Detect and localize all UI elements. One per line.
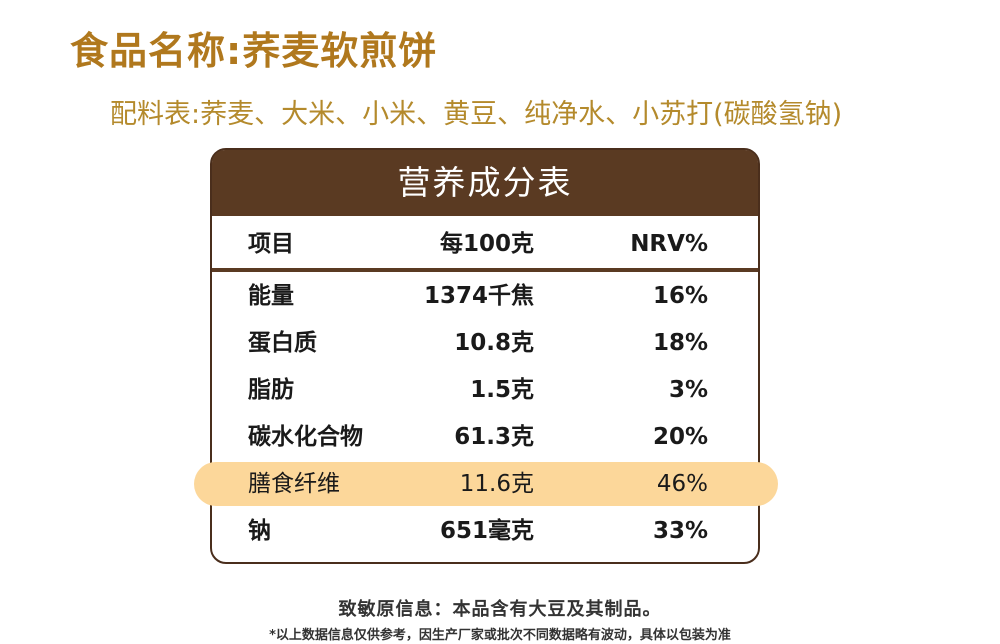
nutrition-table: 营养成分表 项目 每100克 NRV% 能量 1374千焦 16% 蛋白质 10… [194, 148, 778, 564]
nutrient-name: 脂肪 [248, 377, 294, 403]
header-divider [212, 268, 758, 272]
table-row-highlighted: 膳食纤维 11.6克 46% [212, 460, 758, 508]
nutrient-amount: 1374千焦 [423, 283, 534, 309]
nutrient-nrv: 3% [668, 377, 708, 403]
nutrient-amount: 10.8克 [454, 330, 534, 356]
nutrient-amount: 1.5克 [470, 377, 534, 403]
column-header-per100g: 每100克 [439, 231, 534, 257]
nutrient-name: 能量 [248, 283, 294, 309]
table-row: 蛋白质 10.8克 18% [212, 319, 758, 367]
column-header-nrv: NRV% [630, 231, 708, 257]
column-header-item: 项目 [248, 231, 294, 257]
nutrient-amount: 651毫克 [439, 518, 534, 544]
table-row: 脂肪 1.5克 3% [212, 366, 758, 414]
table-row: 能量 1374千焦 16% [212, 272, 758, 320]
nutrient-nrv: 18% [652, 330, 708, 356]
row-highlight [194, 462, 778, 506]
table-row: 钠 651毫克 33% [212, 507, 758, 555]
nutrient-nrv: 46% [656, 471, 708, 497]
allergen-info: 致敏原信息：本品含有大豆及其制品。 [338, 599, 662, 620]
nutrient-amount: 11.6克 [459, 471, 534, 497]
table-header-row: 项目 每100克 NRV% [212, 220, 758, 268]
disclaimer-note: *以上数据信息仅供参考，因生产厂家或批次不同数据略有波动，具体以包装为准 [269, 628, 731, 643]
table-row: 碳水化合物 61.3克 20% [212, 413, 758, 461]
nutrient-name: 膳食纤维 [248, 471, 340, 497]
nutrient-nrv: 33% [652, 518, 708, 544]
ingredients-list: 配料表:荞麦、大米、小米、黄豆、纯净水、小苏打(碳酸氢钠) [110, 99, 843, 130]
nutrient-name: 钠 [248, 518, 271, 544]
nutrient-amount: 61.3克 [454, 424, 534, 450]
nutrition-table-title: 营养成分表 [212, 150, 758, 216]
nutrient-nrv: 20% [652, 424, 708, 450]
nutrient-name: 碳水化合物 [248, 424, 363, 450]
nutrient-nrv: 16% [652, 283, 708, 309]
nutrient-name: 蛋白质 [248, 330, 317, 356]
product-title: 食品名称:荞麦软煎饼 [70, 29, 438, 73]
